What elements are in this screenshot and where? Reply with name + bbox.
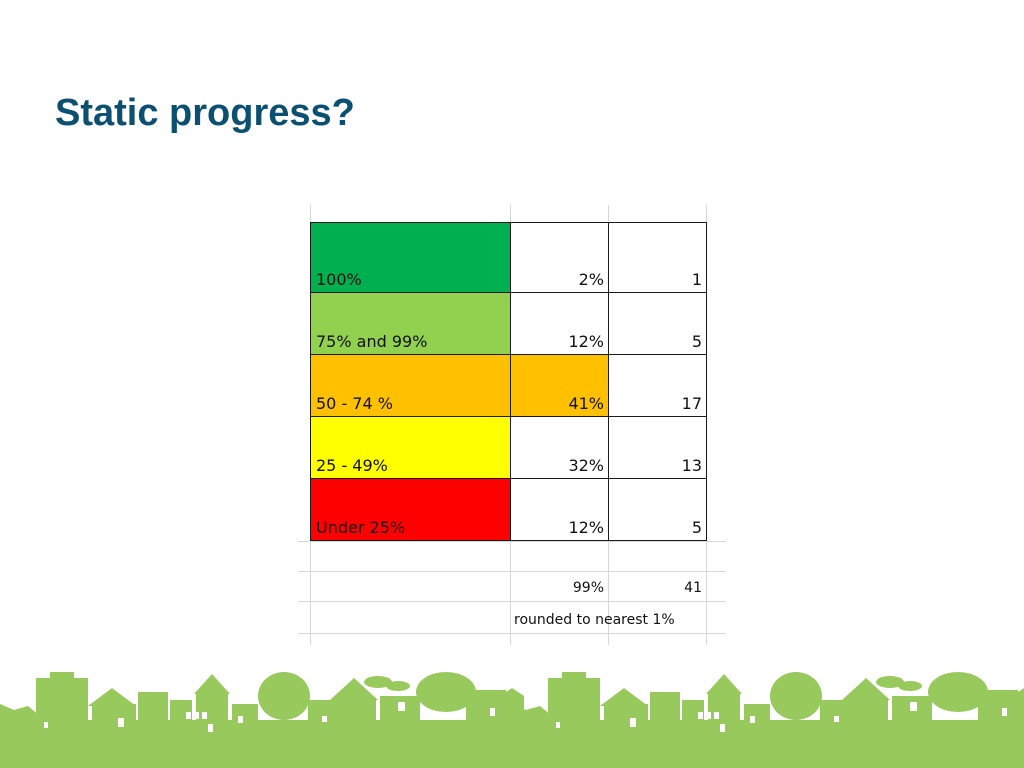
rounding-note-cell: rounded to nearest 1% — [510, 601, 726, 633]
total-count-cell: 41 — [608, 571, 706, 601]
row-3-label: 50 - 74 % — [316, 394, 393, 413]
row-5-count-cell: 5 — [608, 478, 707, 541]
row-3-percent: 41% — [568, 394, 604, 413]
row-2-count: 5 — [691, 332, 702, 351]
total-percent-cell: 99% — [510, 571, 608, 601]
row-2-percent: 12% — [568, 332, 604, 351]
row-4-percent: 32% — [568, 456, 604, 475]
row-4-count-cell: 13 — [608, 416, 707, 479]
row-4-label-cell: 25 - 49% — [310, 416, 511, 479]
row-2-percent-cell: 12% — [510, 292, 609, 355]
row-5-percent: 12% — [568, 518, 604, 537]
row-1-label: 100% — [316, 270, 362, 289]
skyline-shapes — [0, 672, 1024, 768]
row-2-label: 75% and 99% — [316, 332, 428, 351]
row-5-label: Under 25% — [316, 518, 406, 537]
row-5-percent-cell: 12% — [510, 478, 609, 541]
row-3-count-cell: 17 — [608, 354, 707, 417]
total-percent: 99% — [572, 580, 604, 596]
row-1-percent-cell: 2% — [510, 222, 609, 293]
row-4-label: 25 - 49% — [316, 456, 388, 475]
rounding-note: rounded to nearest 1% — [514, 612, 675, 628]
row-3-label-cell: 50 - 74 % — [310, 354, 511, 417]
row-4-count: 13 — [681, 456, 702, 475]
row-3-count: 17 — [681, 394, 702, 413]
row-1-count: 1 — [691, 270, 702, 289]
row-2-label-cell: 75% and 99% — [310, 292, 511, 355]
slide-title: Static progress? — [55, 92, 355, 134]
row-5-label-cell: Under 25% — [310, 478, 511, 541]
row-2-count-cell: 5 — [608, 292, 707, 355]
row-1-count-cell: 1 — [608, 222, 707, 293]
row-4-percent-cell: 32% — [510, 416, 609, 479]
total-count: 41 — [684, 580, 702, 596]
row-3-percent-cell: 41% — [510, 354, 609, 417]
town-skyline-banner — [0, 672, 1024, 768]
row-5-count: 5 — [691, 518, 702, 537]
skyline-windows — [44, 702, 1007, 732]
spreadsheet-table: 100% 2% 1 75% and 99% 12% 5 50 - 74 % 41… — [298, 205, 726, 645]
row-1-label-cell: 100% — [310, 222, 511, 293]
row-1-percent: 2% — [578, 270, 604, 289]
